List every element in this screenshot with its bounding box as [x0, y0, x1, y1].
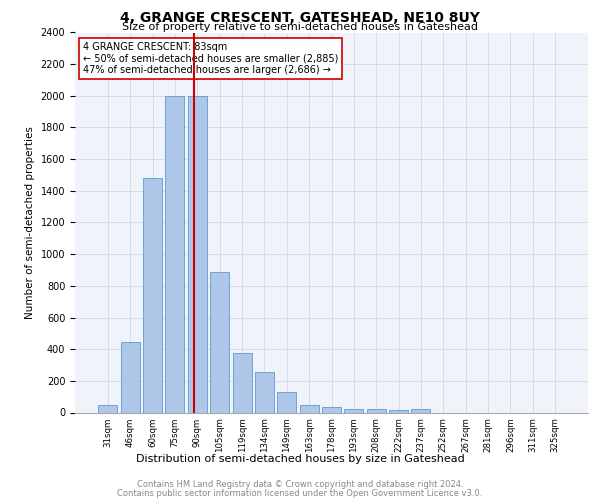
Bar [367, 410, 386, 412]
Text: Contains HM Land Registry data © Crown copyright and database right 2024.: Contains HM Land Registry data © Crown c… [137, 480, 463, 489]
Bar [412, 410, 430, 412]
Bar [322, 407, 341, 412]
Text: 4, GRANGE CRESCENT, GATESHEAD, NE10 8UY: 4, GRANGE CRESCENT, GATESHEAD, NE10 8UY [120, 11, 480, 25]
Bar [389, 410, 408, 412]
Text: 4 GRANGE CRESCENT: 83sqm
← 50% of semi-detached houses are smaller (2,885)
47% o: 4 GRANGE CRESCENT: 83sqm ← 50% of semi-d… [83, 42, 338, 75]
Text: Distribution of semi-detached houses by size in Gateshead: Distribution of semi-detached houses by … [136, 454, 464, 464]
Bar [188, 96, 207, 412]
Bar [233, 353, 251, 412]
Bar [98, 406, 118, 412]
Bar [299, 406, 319, 412]
Bar [121, 342, 140, 412]
Text: Size of property relative to semi-detached houses in Gateshead: Size of property relative to semi-detach… [122, 22, 478, 32]
Bar [344, 408, 364, 412]
Bar [166, 96, 184, 412]
Bar [210, 272, 229, 412]
Bar [255, 372, 274, 412]
Text: Contains public sector information licensed under the Open Government Licence v3: Contains public sector information licen… [118, 488, 482, 498]
Bar [143, 178, 162, 412]
Y-axis label: Number of semi-detached properties: Number of semi-detached properties [25, 126, 35, 319]
Bar [277, 392, 296, 412]
